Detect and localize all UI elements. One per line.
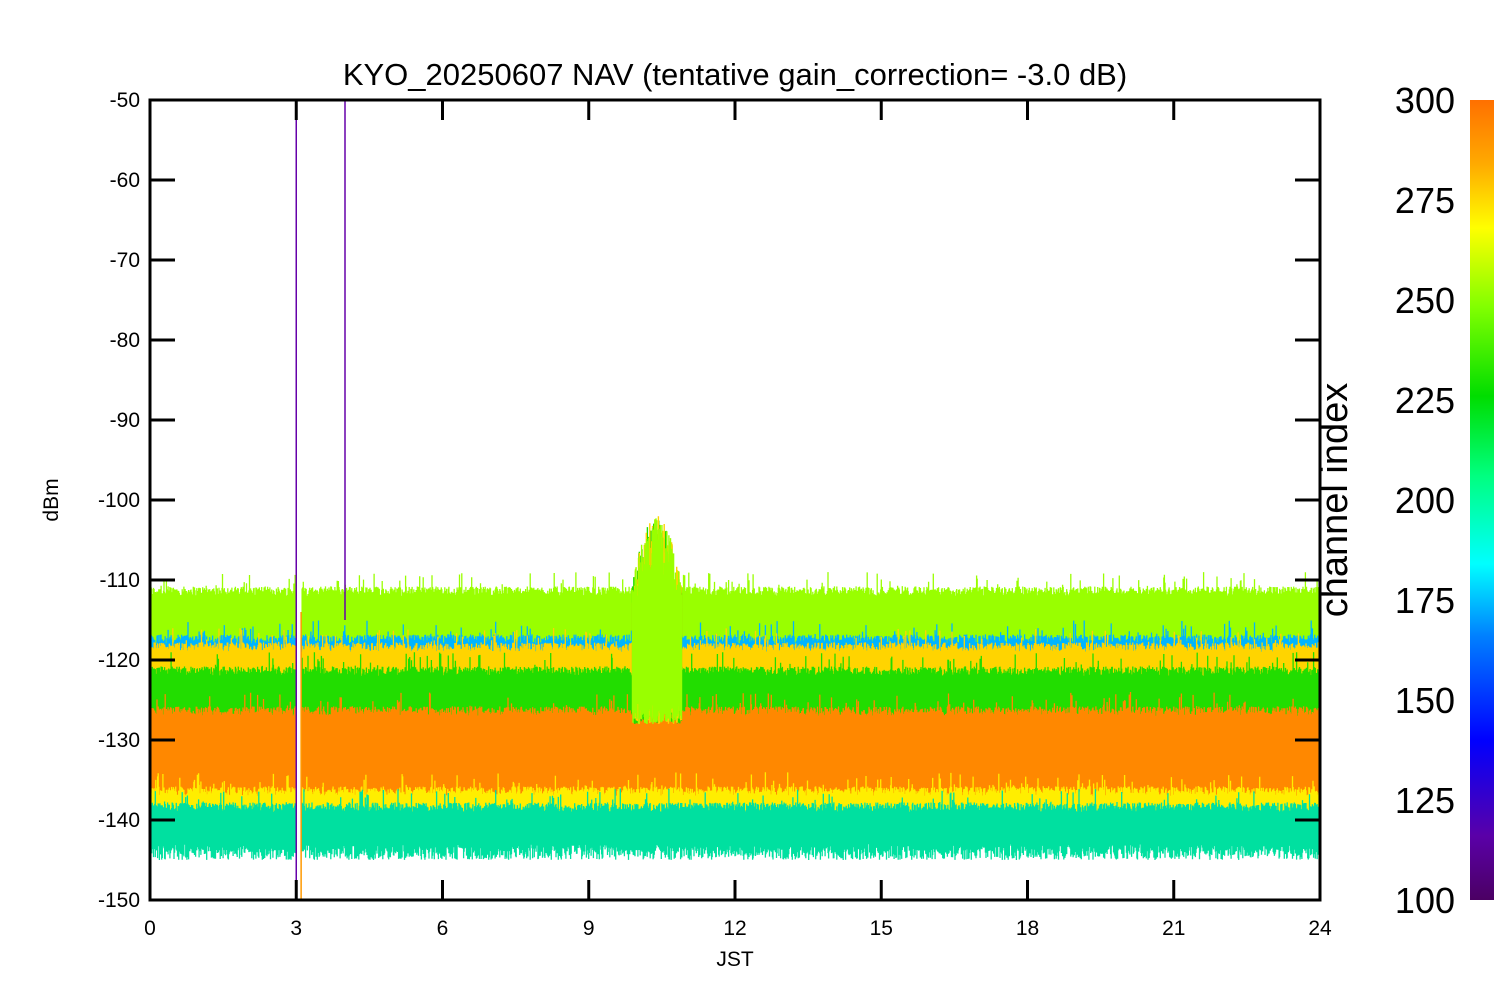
y-tick-label: -130 [98,729,140,752]
colorbar-tick-label: 100 [1395,880,1455,921]
y-tick-label: -150 [98,889,140,912]
noise-band-ch210 [150,788,1320,860]
y-tick-label: -140 [98,809,140,832]
x-tick-label: 9 [583,917,595,940]
x-tick-label: 0 [144,917,156,940]
x-tick-label: 24 [1308,917,1332,940]
x-axis-ticks: 0 3 6 9 12 15 18 21 24 [144,100,1332,940]
colorbar-ticks: 300 275 250 225 200 175 150 125 100 [1395,80,1455,921]
colorbar-tick-label: 125 [1395,780,1455,821]
noise-band-ch295 [150,692,1320,820]
y-tick-label: -80 [110,329,140,352]
colorbar-tick-label: 200 [1395,480,1455,521]
y-tick-label: -110 [100,569,140,592]
colorbar [1470,100,1494,900]
x-tick-label: 6 [437,917,449,940]
x-tick-label: 12 [723,917,746,940]
plot-data-area [150,100,1320,900]
colorbar-tick-label: 150 [1395,680,1455,721]
y-axis-label: dBm [40,478,63,521]
band-trace [150,788,1320,860]
x-tick-label: 15 [870,917,893,940]
x-tick-label: 21 [1162,917,1185,940]
y-tick-label: -120 [98,649,140,672]
chart-title: KYO_20250607 NAV (tentative gain_correct… [343,57,1127,92]
y-tick-label: -100 [98,489,140,512]
interference-burst [631,516,683,724]
colorbar-label: channel index [1314,383,1356,618]
x-tick-label: 18 [1016,917,1039,940]
x-axis-label: JST [716,948,754,971]
colorbar-tick-label: 300 [1395,80,1455,121]
x-tick-label: 3 [290,917,302,940]
y-tick-label: -90 [110,409,140,432]
colorbar-tick-label: 275 [1395,180,1455,221]
burst-trace [631,518,683,724]
colorbar-tick-label: 175 [1395,580,1455,621]
colorbar-tick-label: 225 [1395,380,1455,421]
band-trace [150,692,1320,820]
y-tick-label: -50 [110,89,140,112]
y-axis-ticks: -50 -60 -70 -80 -90 -100 -110 -120 -130 -140 -150 [98,89,1320,912]
y-tick-label: -70 [110,249,140,272]
colorbar-tick-label: 250 [1395,280,1455,321]
y-tick-label: -60 [110,169,140,192]
